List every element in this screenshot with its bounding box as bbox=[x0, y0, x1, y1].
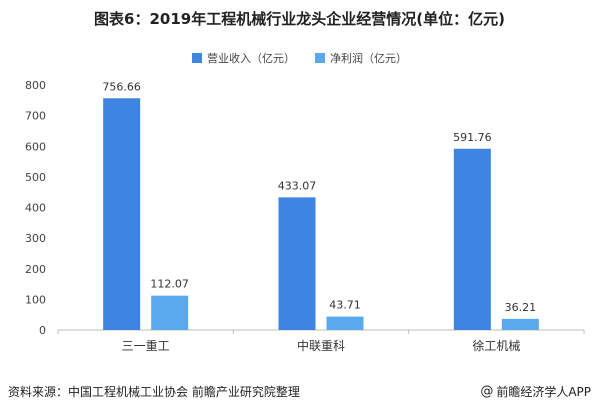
bar-profit bbox=[501, 318, 539, 330]
y-tick-label: 0 bbox=[39, 324, 46, 337]
legend-swatch-profit bbox=[315, 53, 325, 63]
data-label: 112.07 bbox=[150, 278, 189, 291]
x-category-label: 徐工机械 bbox=[472, 338, 520, 353]
bar-profit bbox=[326, 316, 364, 330]
x-category-label: 三一重工 bbox=[122, 339, 170, 353]
data-label: 43.71 bbox=[329, 299, 361, 312]
y-tick-label: 500 bbox=[25, 171, 46, 184]
y-tick-label: 100 bbox=[25, 293, 46, 306]
chart-legend: 营业收入（亿元） 净利润（亿元） bbox=[0, 50, 599, 66]
y-tick-label: 700 bbox=[25, 110, 46, 123]
x-category-label: 中联重科 bbox=[297, 338, 345, 353]
legend-item-profit: 净利润（亿元） bbox=[315, 50, 407, 66]
data-label: 36.21 bbox=[505, 301, 537, 314]
legend-swatch-revenue bbox=[192, 53, 202, 63]
bar-revenue bbox=[103, 98, 141, 330]
legend-item-revenue: 营业收入（亿元） bbox=[192, 50, 295, 66]
bar-revenue bbox=[278, 197, 316, 330]
data-label: 756.66 bbox=[102, 80, 141, 93]
bar-revenue bbox=[453, 148, 491, 330]
legend-label-revenue: 营业收入（亿元） bbox=[207, 52, 295, 65]
brand-credit: @ 前瞻经济学人APP bbox=[480, 383, 591, 400]
y-tick-label: 800 bbox=[25, 79, 46, 92]
chart-title: 图表6：2019年工程机械行业龙头企业经营情况(单位：亿元) bbox=[94, 10, 505, 28]
data-label: 591.76 bbox=[453, 131, 492, 144]
y-tick-label: 300 bbox=[25, 232, 46, 245]
source-note: 资料来源：中国工程机械工业协会 前瞻产业研究院整理 bbox=[8, 385, 300, 399]
at-icon: @ bbox=[480, 384, 494, 399]
y-tick-label: 400 bbox=[25, 202, 46, 215]
y-tick-label: 600 bbox=[25, 140, 46, 153]
data-label: 433.07 bbox=[278, 179, 317, 192]
brand-text: 前瞻经济学人APP bbox=[496, 385, 591, 399]
y-tick-label: 200 bbox=[25, 263, 46, 276]
bar-profit bbox=[151, 295, 189, 330]
legend-label-profit: 净利润（亿元） bbox=[330, 52, 407, 65]
